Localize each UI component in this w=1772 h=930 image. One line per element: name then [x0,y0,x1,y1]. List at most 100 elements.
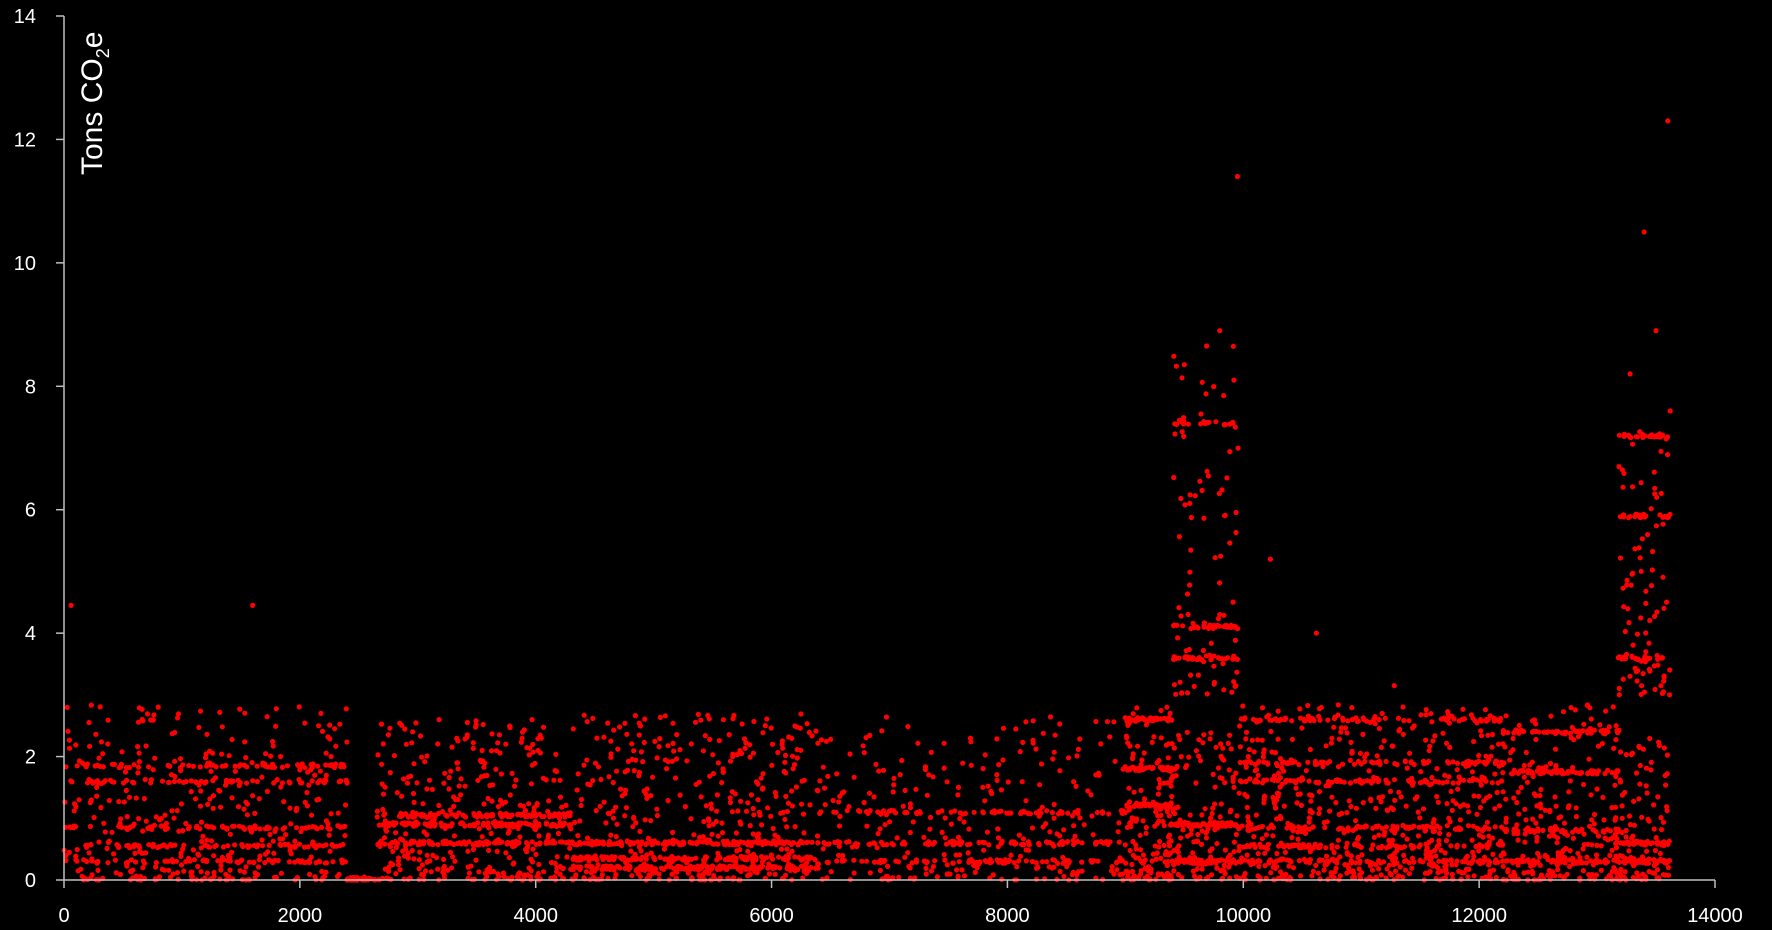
data-point [1601,817,1607,823]
data-point [1167,768,1174,774]
data-point [183,820,189,827]
data-point [779,846,785,852]
data-point [1051,815,1057,821]
data-point [1552,730,1559,737]
data-point [94,762,101,768]
data-point [466,870,472,876]
data-point [1651,802,1657,808]
data-point [1093,718,1099,725]
data-point [1485,759,1491,765]
data-point [435,842,441,848]
data-point [941,765,947,771]
data-point [518,739,524,745]
data-point [928,868,935,874]
data-point [644,795,650,802]
data-point [1312,841,1318,847]
data-point [302,765,308,771]
data-point [1286,863,1292,869]
data-point [557,777,563,783]
data-point [575,833,581,839]
data-point [71,808,77,814]
data-point [1564,832,1570,838]
data-point [755,781,761,787]
data-point [473,857,479,863]
data-point [1454,760,1461,766]
data-point [211,825,217,831]
data-point [1344,810,1350,816]
data-point [1538,872,1545,878]
data-point [1157,838,1163,845]
data-point [1471,873,1477,879]
data-point [205,801,211,808]
data-point [1447,744,1453,751]
data-point [1408,777,1415,783]
data-point [1263,777,1270,783]
data-point [1444,823,1450,829]
data-point [293,808,299,814]
data-point [1349,750,1355,756]
data-point [273,723,279,729]
data-point [765,865,771,871]
data-point [670,720,676,726]
data-point [719,820,725,826]
data-point [1197,478,1203,484]
data-point [1200,821,1206,827]
data-point [155,704,161,710]
data-point [1570,829,1576,835]
data-point [242,710,248,716]
data-point [428,869,434,875]
data-point [440,839,446,845]
data-point [1664,804,1670,810]
data-point [1292,779,1298,785]
data-point [636,720,642,726]
data-point [382,818,388,824]
data-point [670,829,676,836]
data-point [196,724,202,731]
data-point [165,762,171,769]
data-point [1613,773,1619,780]
data-point [630,840,636,847]
data-point [785,800,792,806]
data-point [581,762,587,768]
data-point [1181,418,1187,425]
data-point [1148,866,1154,873]
data-point [884,873,891,880]
data-point [251,859,257,865]
data-point [321,873,328,880]
data-point [564,854,570,860]
data-point [1376,777,1382,783]
data-point [1396,789,1402,795]
data-point [586,858,592,864]
data-point [315,763,321,769]
data-point [1157,806,1163,812]
data-point [1407,750,1413,756]
data-point [707,736,713,743]
data-point [632,713,639,719]
data-point [1211,679,1217,686]
data-point [1139,757,1145,763]
data-point [1278,816,1284,822]
data-point [1656,743,1662,749]
data-point [1392,855,1399,861]
data-point [1298,715,1304,721]
data-point [631,748,637,754]
data-point [1275,791,1282,797]
data-point [1397,864,1403,870]
data-point [1221,612,1227,618]
data-point [815,788,821,794]
data-point [1122,842,1128,848]
data-point [326,832,332,838]
data-point [1174,421,1180,427]
data-point [1033,746,1039,752]
data-point [655,840,661,846]
data-point [1484,716,1490,722]
data-point [443,812,449,818]
data-point [541,813,547,820]
data-point [1514,857,1520,863]
data-point [1389,837,1396,843]
data-point [513,777,519,783]
data-point [572,819,578,826]
data-point [1310,716,1316,722]
data-point [1171,848,1177,854]
data-point [426,813,432,820]
